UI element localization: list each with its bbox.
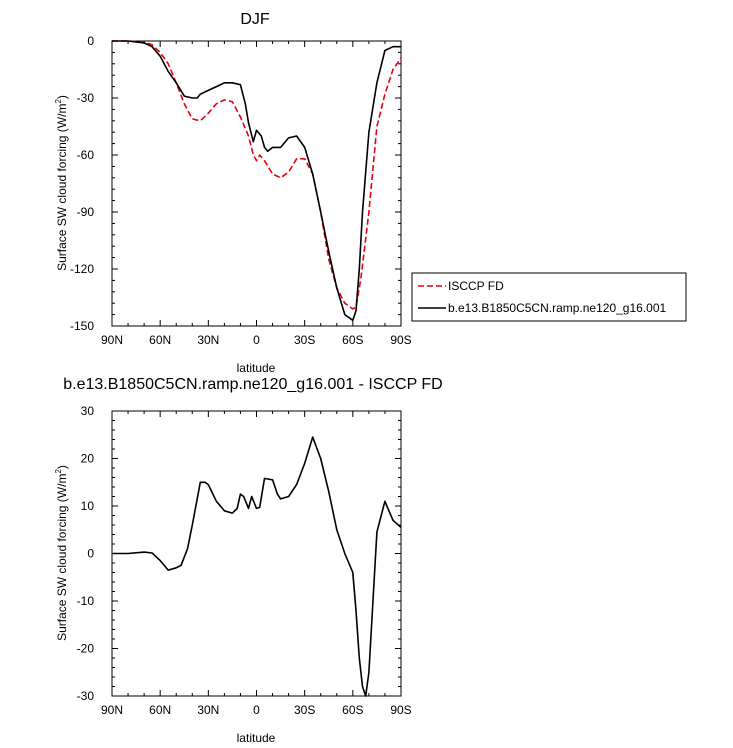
x-tick-label: 90S (390, 333, 411, 347)
x-tick-label: 0 (253, 703, 260, 717)
y-axis-label: Surface SW cloud forcing (W/m2) (54, 95, 69, 271)
x-tick-label: 60S (342, 703, 363, 717)
x-axis-label: latitude (237, 361, 276, 375)
x-tick-label: 0 (253, 333, 260, 347)
y-tick-label: -120 (70, 262, 94, 276)
x-tick-label: 60S (342, 333, 363, 347)
x-tick-label: 90S (390, 703, 411, 717)
legend-entry-model: b.e13.B1850C5CN.ramp.ne120_g16.001 (448, 301, 666, 315)
y-tick-label: -90 (77, 205, 95, 219)
y-tick-label: -10 (77, 594, 95, 608)
y-axis-label-superscript: 2 (54, 99, 63, 104)
y-tick-label: 10 (81, 499, 95, 513)
x-tick-label: 90N (101, 703, 123, 717)
y-tick-label: -30 (77, 689, 95, 703)
y-tick-label: -150 (70, 319, 94, 333)
x-tick-label: 30S (294, 333, 315, 347)
y-axis-label-superscript: 2 (54, 469, 63, 474)
plot-frame (111, 410, 402, 697)
chart-title: b.e13.B1850C5CN.ramp.ne120_g16.001 - ISC… (63, 376, 442, 393)
series-line-isccp-fd (112, 40, 402, 310)
x-tick-label: 30N (197, 333, 219, 347)
x-axis-label: latitude (237, 731, 276, 745)
legend: ISCCP FD b.e13.B1850C5CN.ramp.ne120_g16.… (411, 272, 687, 322)
series-line-difference (112, 436, 402, 697)
legend-entry-isccp: ISCCP FD (448, 279, 504, 293)
bottom-chart: b.e13.B1850C5CN.ramp.ne120_g16.001 - ISC… (54, 376, 443, 745)
y-tick-label: -20 (77, 642, 95, 656)
x-tick-label: 30S (294, 703, 315, 717)
legend-box (411, 272, 687, 322)
y-tick-label: 0 (87, 547, 94, 561)
chart-title: DJF (240, 11, 270, 28)
x-tick-label: 60N (149, 703, 171, 717)
x-tick-label: 90N (101, 333, 123, 347)
series-line-b-e13-b1850c5cn-ramp-ne120-g16-001 (112, 40, 401, 322)
x-tick-label: 30N (197, 703, 219, 717)
y-tick-label: 20 (81, 452, 95, 466)
y-tick-label: 30 (81, 404, 95, 418)
y-tick-label: -30 (77, 91, 95, 105)
top-chart: DJF 90N 60N 30N 0 30S 60S 90S 0 -30 -60 -90 -120 -15… (54, 11, 687, 375)
y-axis-label: Surface SW cloud forcing (W/m2) (54, 465, 69, 641)
x-tick-label: 60N (149, 333, 171, 347)
y-tick-label: 0 (87, 34, 94, 48)
y-tick-label: -60 (77, 148, 95, 162)
